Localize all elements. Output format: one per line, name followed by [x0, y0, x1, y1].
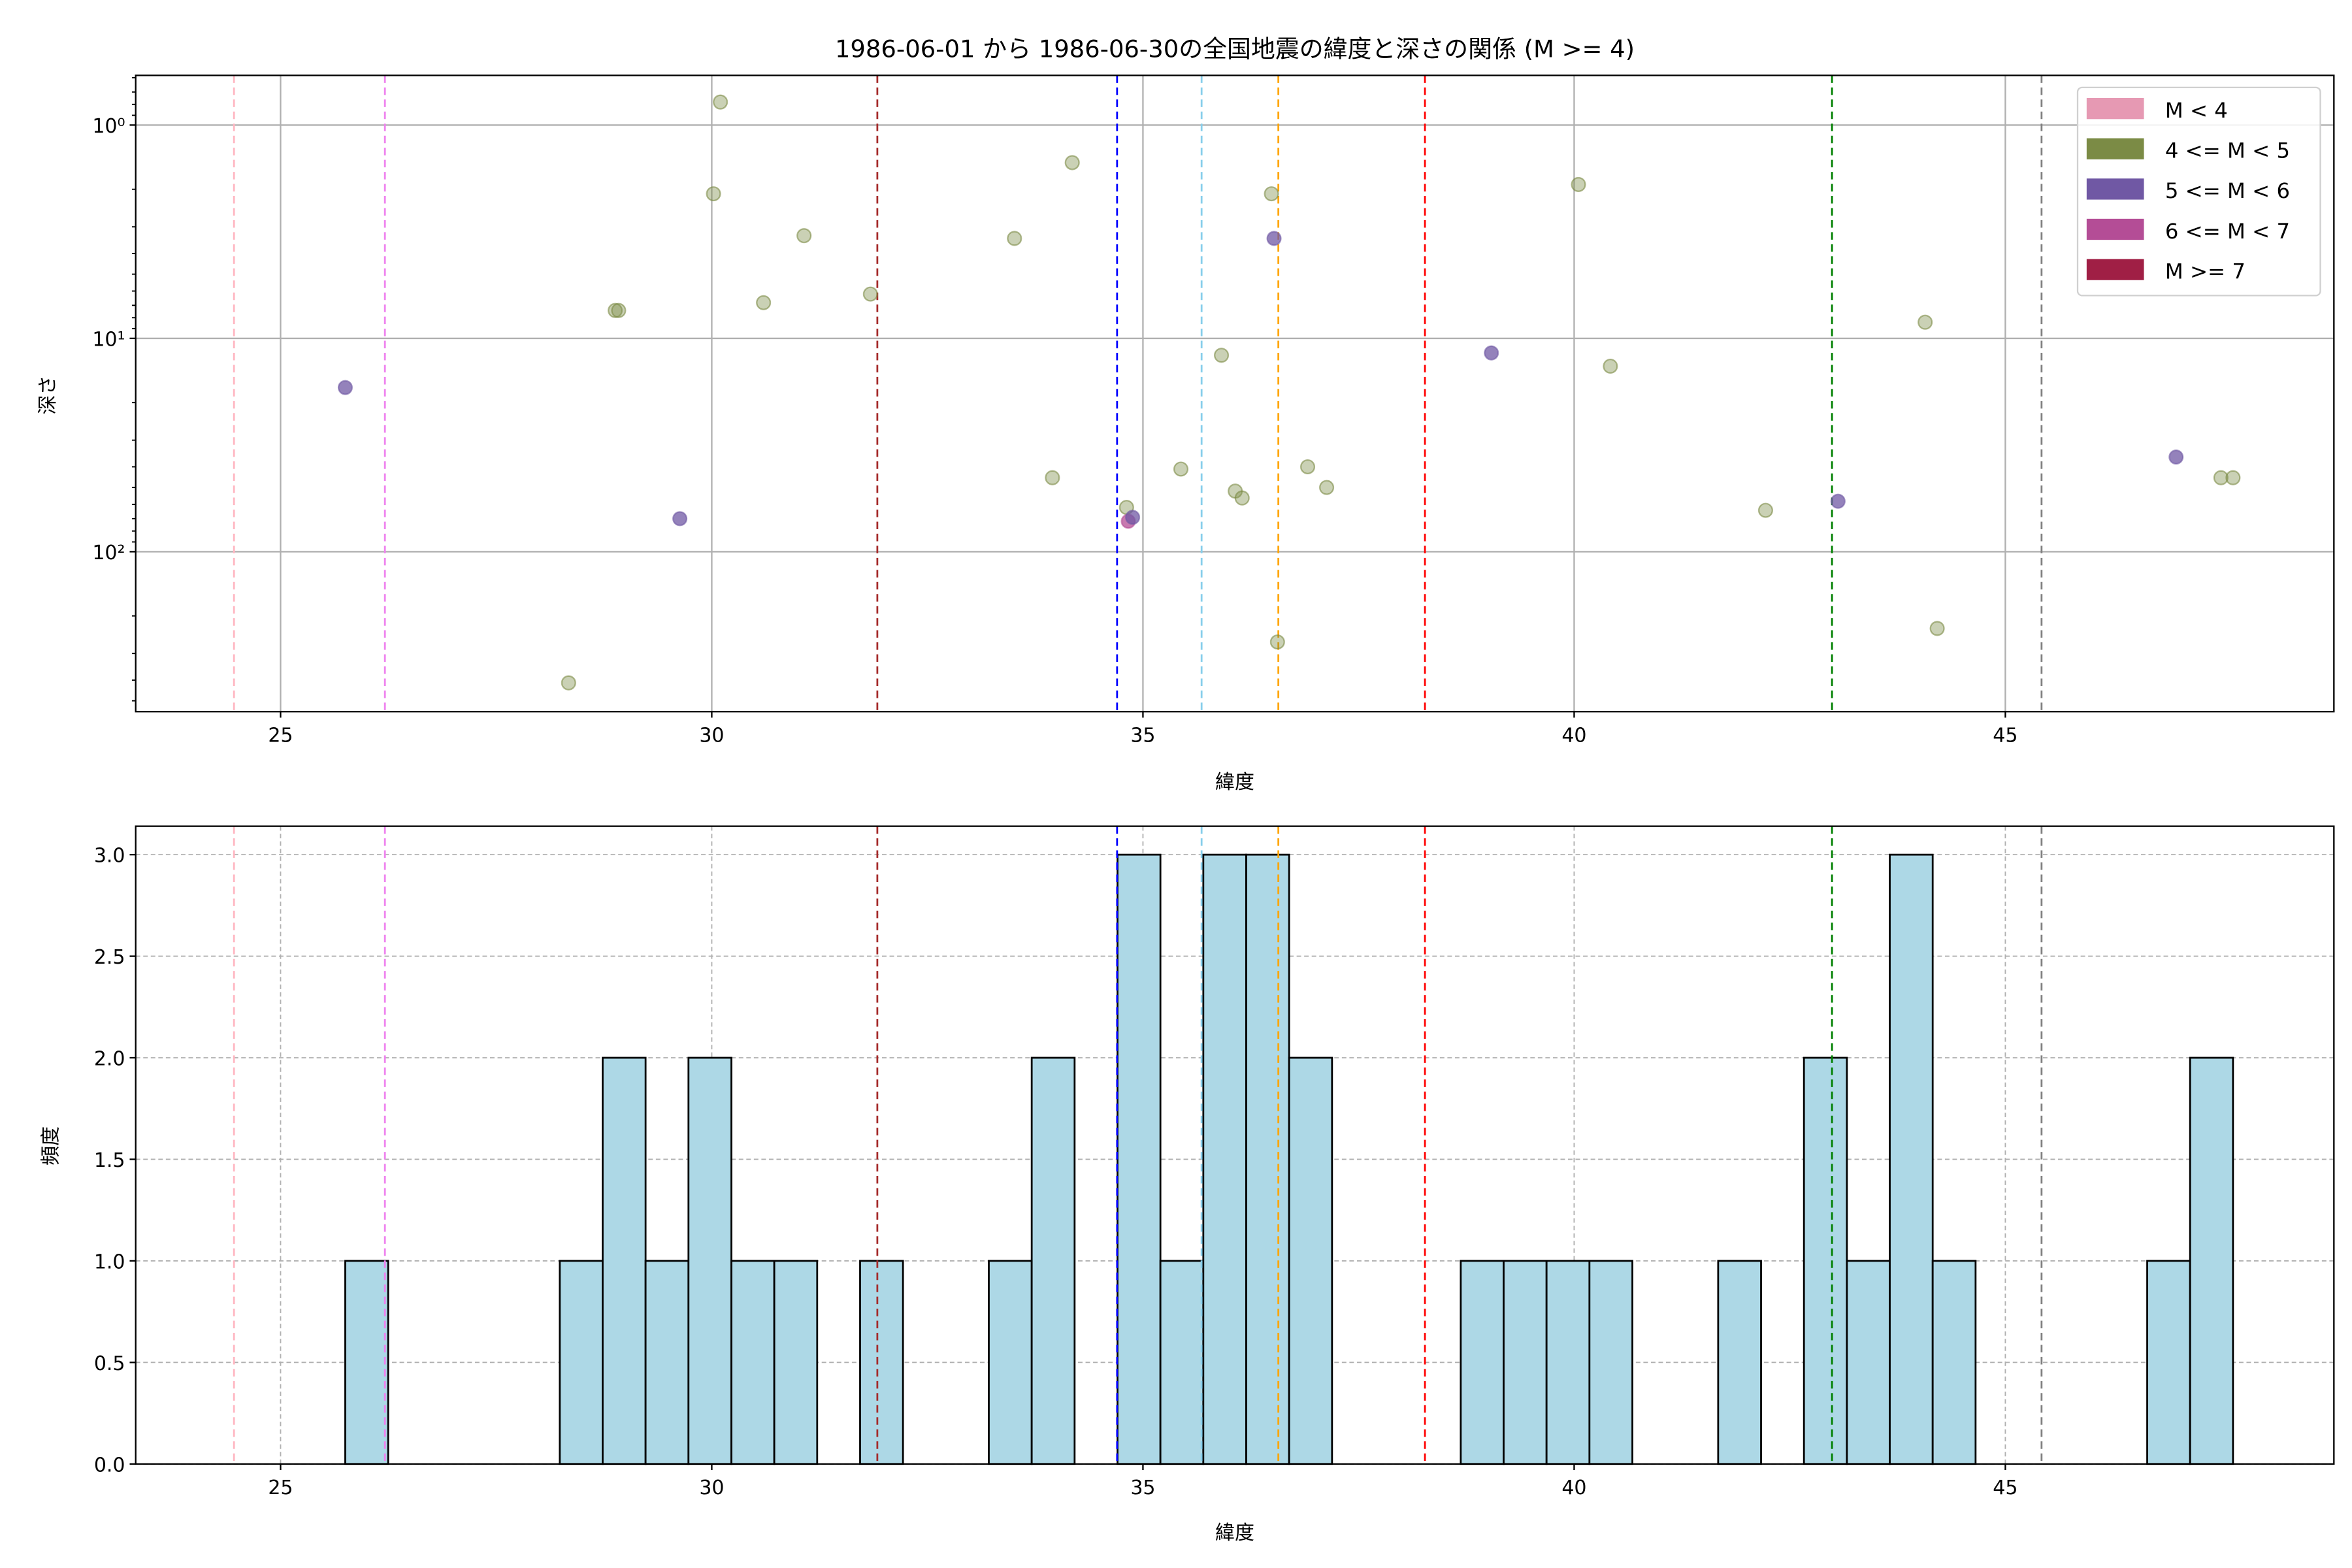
- histogram-y-label: 頻度: [40, 1126, 63, 1166]
- y-tick-label: 10²: [92, 542, 125, 564]
- y-tick-label: 10⁰: [92, 115, 125, 138]
- histogram-bar: [344, 1260, 389, 1465]
- y-tick-label: 1.0: [94, 1250, 125, 1273]
- scatter-point: [2213, 470, 2229, 485]
- scatter-point: [337, 380, 353, 395]
- x-tick-label: 35: [1130, 724, 1155, 747]
- histogram-bar: [1588, 1260, 1633, 1465]
- histogram-bar: [773, 1260, 819, 1465]
- scatter-axes: 25 30 35 40 45 10⁰ 10¹ 10² M < 4 4 <= M < 5 5 <= M…: [92, 74, 2335, 747]
- scatter-point: [1929, 621, 1945, 636]
- legend-swatch: [2086, 259, 2144, 280]
- scatter-point: [2168, 449, 2184, 465]
- histogram-bar: [1030, 1056, 1076, 1465]
- scatter-point: [1269, 634, 1285, 650]
- histogram-bar: [1159, 1260, 1205, 1465]
- histogram-bar: [687, 1056, 732, 1465]
- x-tick-label: 25: [268, 1477, 293, 1499]
- scatter-y-label: 深さ: [37, 376, 59, 415]
- legend: M < 4 4 <= M < 5 5 <= M < 6 6 <= M < 7 M >= …: [2076, 86, 2321, 297]
- y-tick-label: 0.5: [94, 1352, 125, 1375]
- legend-swatch: [2086, 218, 2144, 240]
- histogram-bar: [1503, 1260, 1548, 1465]
- scatter-x-label: 緯度: [1215, 771, 1254, 794]
- scatter-point: [706, 186, 721, 202]
- legend-swatch: [2086, 178, 2144, 200]
- scatter-point: [756, 295, 772, 310]
- histogram-bar: [559, 1260, 604, 1465]
- scatter-point: [1125, 510, 1141, 525]
- scatter-point: [1484, 345, 1499, 361]
- legend-swatch: [2086, 98, 2144, 120]
- scatter-point: [862, 286, 878, 302]
- y-tick-label: 1.5: [94, 1149, 125, 1172]
- x-tick-label: 40: [1561, 1477, 1586, 1499]
- histogram-bar: [602, 1056, 647, 1465]
- histogram-bar: [1117, 853, 1162, 1465]
- scatter-point: [1603, 358, 1618, 374]
- scatter-point: [1234, 490, 1250, 506]
- scatter-point: [1830, 493, 1846, 509]
- histogram-bar: [1889, 853, 1934, 1465]
- histogram-bar: [644, 1260, 690, 1465]
- legend-swatch: [2086, 138, 2144, 159]
- histogram-bar: [1460, 1260, 1505, 1465]
- scatter-point: [672, 511, 688, 527]
- scatter-point: [1173, 461, 1189, 477]
- y-tick-label: 0.0: [94, 1454, 125, 1477]
- histogram-bar: [988, 1260, 1033, 1465]
- scatter-point: [1064, 155, 1080, 171]
- histogram-bar: [1717, 1260, 1762, 1465]
- histogram-bar: [1545, 1260, 1591, 1465]
- legend-label: 5 <= M < 6: [2165, 178, 2290, 203]
- plot-frame: [135, 825, 2335, 1465]
- histogram-bar: [2146, 1260, 2191, 1465]
- y-tick-label: 2.0: [94, 1048, 125, 1071]
- histogram-x-label: 緯度: [1215, 1522, 1254, 1544]
- histogram-bar: [1245, 853, 1290, 1465]
- scatter-point: [561, 675, 576, 691]
- histogram-axes: 25 30 35 40 45 0.0 0.5 1.0 1.5 2.0 2.5 3.0: [94, 825, 2335, 1499]
- scatter-point: [1757, 502, 1773, 518]
- x-tick-label: 30: [699, 724, 724, 747]
- histogram-bar: [1931, 1260, 1977, 1465]
- y-tick-label: 2.5: [94, 946, 125, 969]
- scatter-point: [1264, 186, 1279, 202]
- scatter-point: [1299, 459, 1316, 475]
- scatter-point: [608, 302, 623, 318]
- scatter-point: [796, 228, 812, 244]
- scatter-point: [1214, 348, 1230, 363]
- scatter-point: [1571, 176, 1586, 192]
- scatter-point: [1266, 231, 1282, 246]
- histogram-bar: [730, 1260, 776, 1465]
- histogram-bar: [2189, 1056, 2234, 1465]
- chart-title: 1986-06-01 から 1986-06-30の全国地震の緯度と深さの関係 (…: [835, 35, 1635, 63]
- histogram-bar: [859, 1260, 904, 1465]
- scatter-point: [611, 302, 627, 318]
- histogram-bar: [1846, 1260, 1891, 1465]
- x-tick-label: 45: [1993, 1477, 2017, 1499]
- histogram-bar: [1288, 1056, 1333, 1465]
- x-tick-label: 25: [268, 724, 293, 747]
- y-tick-label: 3.0: [94, 845, 125, 868]
- plot-frame: [135, 74, 2335, 713]
- x-tick-label: 45: [1993, 724, 2017, 747]
- y-tick-label: 10¹: [92, 328, 125, 351]
- histogram-bar: [1803, 1056, 1848, 1465]
- scatter-point: [2225, 470, 2241, 485]
- x-tick-label: 35: [1130, 1477, 1155, 1499]
- scatter-point: [1319, 480, 1335, 495]
- scatter-point: [1918, 314, 1933, 330]
- scatter-point: [713, 94, 728, 110]
- legend-label: 6 <= M < 7: [2165, 219, 2290, 244]
- legend-label: 4 <= M < 5: [2165, 139, 2290, 163]
- scatter-point: [1007, 231, 1022, 246]
- scatter-point: [1045, 470, 1060, 485]
- legend-label: M < 4: [2165, 98, 2228, 123]
- legend-label: M >= 7: [2165, 259, 2246, 284]
- x-tick-label: 30: [699, 1477, 724, 1499]
- histogram-bar: [1202, 853, 1247, 1465]
- x-tick-label: 40: [1561, 724, 1586, 747]
